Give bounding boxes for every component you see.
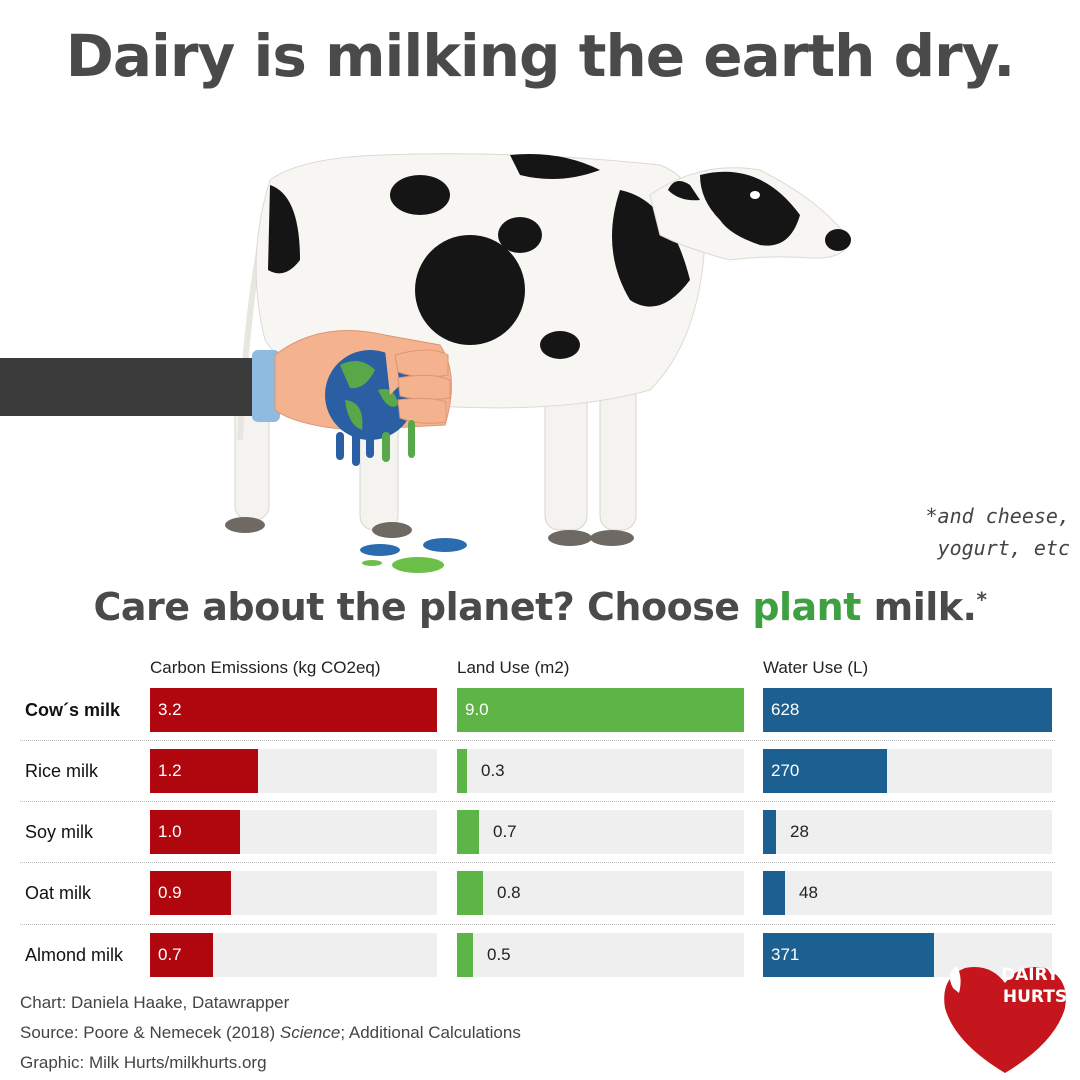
bar-value-label: 371 (771, 945, 800, 964)
bar (150, 688, 437, 732)
bar-track: 0.8 (457, 871, 744, 915)
column-header: Land Use (m2) (457, 658, 570, 677)
bar-track: 1.0 (150, 810, 437, 854)
bar-value-label: 1.0 (158, 822, 182, 841)
bar (763, 933, 934, 977)
bar-value-label: 28 (790, 822, 809, 841)
subhead-suffix: milk. (860, 585, 977, 629)
row-label: Cow´s milk (25, 700, 121, 720)
bar-value-label: 0.7 (493, 822, 517, 841)
bar (457, 749, 467, 793)
footnote: *and cheese, yogurt, etc (880, 500, 1071, 564)
row-label: Rice milk (25, 761, 99, 781)
bar-track: 28 (763, 810, 1052, 854)
bar-value-label: 270 (771, 761, 800, 780)
subhead-mark: * (976, 587, 987, 612)
bar (150, 749, 258, 793)
bar-track: 48 (763, 871, 1052, 915)
row-label: Almond milk (25, 945, 124, 965)
bar (457, 810, 479, 854)
bar-track: 270 (763, 749, 1052, 793)
svg-text:HURTS: HURTS (1003, 987, 1067, 1007)
bar-value-label: 628 (771, 700, 800, 719)
svg-text:DAIRY: DAIRY (1001, 965, 1060, 985)
column-header: Carbon Emissions (kg CO2eq) (150, 658, 381, 677)
bar-track: 0.7 (457, 810, 744, 854)
bar (150, 933, 213, 977)
bar (457, 871, 483, 915)
column-header: Water Use (L) (763, 658, 869, 677)
cow-illustration (0, 153, 851, 573)
bar-track: 0.3 (457, 749, 744, 793)
bar-value-label: 3.2 (158, 700, 182, 719)
bar-track: 9.0 (457, 688, 744, 732)
bar (150, 871, 231, 915)
bar (763, 810, 776, 854)
bar-value-label: 0.9 (158, 883, 182, 902)
bar-track: 3.2 (150, 688, 437, 732)
subheadline: Care about the planet? Choose plant milk… (0, 585, 1080, 629)
credit-source: Source: Poore & Nemecek (2018) Science; … (20, 1018, 521, 1048)
row-divider (20, 740, 1055, 741)
row-label: Oat milk (25, 883, 92, 903)
bar (457, 688, 744, 732)
bar-value-label: 9.0 (465, 700, 489, 719)
row-divider (20, 862, 1055, 863)
credit-graphic: Graphic: Milk Hurts/milkhurts.org (20, 1053, 267, 1072)
dairy-hurts-logo: DAIRY HURTS (944, 965, 1067, 1073)
row-label: Soy milk (25, 822, 94, 842)
bar-value-label: 0.3 (481, 761, 505, 780)
bar (457, 933, 473, 977)
bar-track: 371 (763, 933, 1052, 977)
credit-source-suffix: ; Additional Calculations (340, 1023, 521, 1042)
bar-track: 1.2 (150, 749, 437, 793)
bar (763, 871, 785, 915)
bar (150, 810, 240, 854)
bar-value-label: 0.8 (497, 883, 521, 902)
subhead-accent: plant (752, 585, 861, 629)
credit-source-prefix: Source: Poore & Nemecek (2018) (20, 1023, 280, 1042)
bar-value-label: 0.5 (487, 945, 511, 964)
bar-value-label: 0.7 (158, 945, 182, 964)
credits: Chart: Daniela Haake, Datawrapper Source… (20, 988, 521, 1078)
bar-track: 0.9 (150, 871, 437, 915)
footnote-line-1: *and cheese, (925, 504, 1071, 528)
bar-track: 0.5 (457, 933, 744, 977)
credit-chart: Chart: Daniela Haake, Datawrapper (20, 993, 290, 1012)
bar-track: 0.7 (150, 933, 437, 977)
row-divider (20, 801, 1055, 802)
bar (763, 688, 1052, 732)
subhead-prefix: Care about the planet? Choose (93, 585, 753, 629)
bar-track: 628 (763, 688, 1052, 732)
footnote-line-2: yogurt, etc (937, 536, 1070, 560)
headline: Dairy is milking the earth dry. (65, 22, 1016, 90)
bar (763, 749, 887, 793)
bar-value-label: 1.2 (158, 761, 182, 780)
arm-sleeve (0, 358, 258, 416)
comparison-chart: Carbon Emissions (kg CO2eq) Land Use (m2)… (0, 650, 1080, 990)
bar-value-label: 48 (799, 883, 818, 902)
credit-source-journal: Science (279, 1023, 341, 1042)
row-divider (20, 924, 1055, 925)
